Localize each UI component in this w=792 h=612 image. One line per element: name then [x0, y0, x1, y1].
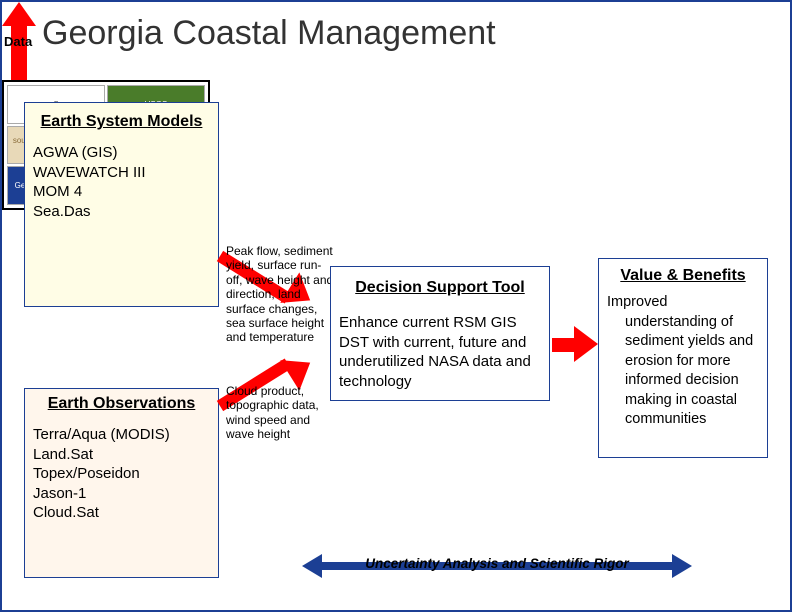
models-item: Sea.Das: [33, 202, 210, 222]
models-item: MOM 4: [33, 182, 210, 202]
arrowshaft-icon: [552, 338, 576, 352]
footer-arrow-text: Uncertainty Analysis and Scientific Rigo…: [302, 556, 692, 571]
edge-label-obs-to-dst: Cloud product, topographic data, wind sp…: [226, 384, 321, 442]
page-title: Georgia Coastal Management: [42, 14, 496, 53]
obs-item: Jason-1: [33, 484, 210, 504]
arrow-data-label: Data: [4, 34, 32, 49]
dst-body: Enhance current RSM GIS DST with current…: [339, 313, 541, 391]
observations-header: Earth Observations: [33, 395, 210, 413]
edge-label-models-to-dst: Peak flow, sediment yield, surface run-o…: [226, 244, 336, 345]
obs-item: Land.Sat: [33, 445, 210, 465]
benefits-header: Value & Benefits: [607, 267, 759, 285]
footer-double-arrow: Uncertainty Analysis and Scientific Rigo…: [302, 554, 692, 578]
dst-header: Decision Support Tool: [339, 279, 541, 297]
node-decision-support-tool: Decision Support Tool Enhance current RS…: [330, 266, 550, 401]
node-value-benefits: Value & Benefits Improved understanding …: [598, 258, 768, 458]
node-earth-system-models: Earth System Models AGWA (GIS) WAVEWATCH…: [24, 102, 219, 307]
benefits-body: Improved understanding of sediment yield…: [607, 293, 759, 430]
node-earth-observations: Earth Observations Terra/Aqua (MODIS) La…: [24, 388, 219, 578]
arrowshaft-icon: [11, 24, 27, 80]
obs-item: Cloud.Sat: [33, 503, 210, 523]
models-item: AGWA (GIS): [33, 143, 210, 163]
obs-item: Topex/Poseidon: [33, 464, 210, 484]
obs-item: Terra/Aqua (MODIS): [33, 425, 210, 445]
models-item: WAVEWATCH III: [33, 163, 210, 183]
slide-frame: Georgia Coastal Management Earth System …: [0, 0, 792, 612]
models-header: Earth System Models: [33, 113, 210, 131]
arrow-dst-to-benefits: [552, 326, 598, 362]
arrow-data-up: Data: [2, 2, 36, 80]
arrowhead-icon: [574, 326, 598, 362]
arrowhead-icon: [2, 2, 36, 26]
